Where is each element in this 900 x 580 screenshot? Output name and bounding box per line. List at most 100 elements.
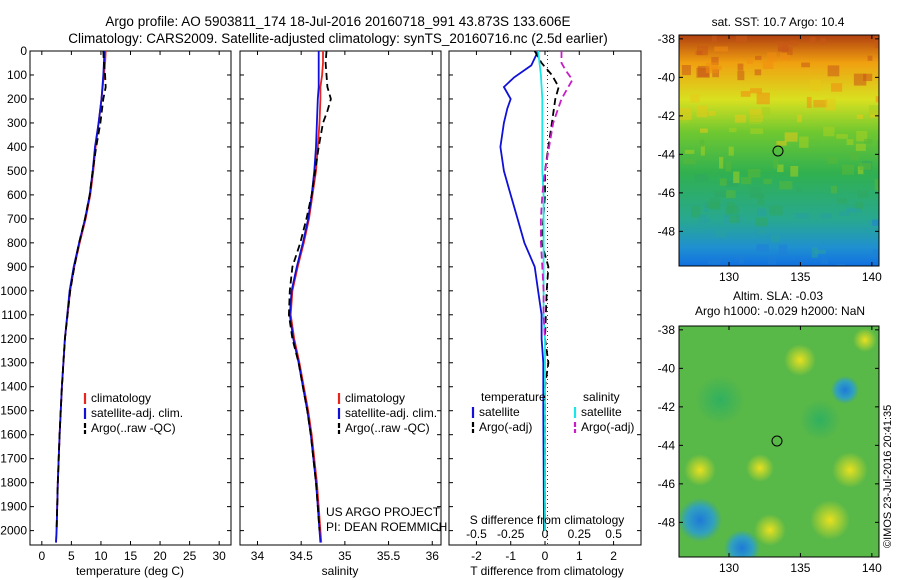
sst-texture-cell (735, 35, 748, 42)
sst-texture-cell (857, 190, 869, 198)
x-tick-label: 34.5 (289, 549, 313, 563)
sst-texture-cell (839, 211, 851, 217)
depth-tick-label: 1100 (1, 308, 27, 322)
sst-texture-cell (738, 254, 745, 264)
sla-texture-blob (754, 514, 786, 546)
sst-texture-cell (872, 249, 879, 259)
sst-texture-cell (863, 73, 873, 82)
lon-tick-label: 140 (862, 270, 882, 284)
sst-texture-cell (711, 35, 717, 43)
sst-texture-cell (809, 36, 816, 44)
lat-tick-label: -38 (658, 323, 676, 337)
sst-texture-cell (771, 234, 781, 243)
x2-tick-label: -0.5 (466, 527, 487, 541)
series-line-argo-raw-qc- (55, 51, 107, 531)
s-difference-label: S difference from climatology (470, 513, 625, 527)
sst-texture-cell (755, 217, 768, 227)
sst-texture-cell (856, 114, 864, 119)
depth-tick-label: 700 (7, 212, 27, 226)
sst-texture-cell (813, 99, 828, 108)
sst-texture-cell (778, 244, 788, 257)
sst-texture-cell (846, 139, 854, 146)
sst-texture-cell (711, 65, 722, 70)
salinity-panel: 34 34.5 35 35.5 36 salinity climatologysatel… (239, 50, 447, 578)
sst-texture-cell (749, 187, 762, 199)
depth-tick-label: 400 (7, 140, 27, 154)
depth-tick-label: 500 (7, 164, 27, 178)
sst-texture-cell (749, 109, 763, 119)
temperature-series (55, 51, 107, 543)
sst-texture-cell (740, 177, 752, 185)
legend-label: Argo(-adj) (581, 420, 634, 434)
legend-label: climatology (345, 391, 405, 405)
sla-texture-blob (684, 454, 716, 486)
series-line-argo-raw-qc- (287, 51, 332, 531)
sst-texture-cell (696, 105, 708, 118)
sst-texture-cell (740, 91, 751, 97)
x-tick-label: 35.5 (377, 549, 401, 563)
sst-texture-cell (877, 140, 879, 149)
argo-location-marker-sla (771, 435, 783, 447)
sst-texture-cell (695, 50, 703, 56)
lat-tick-label: -38 (658, 32, 676, 46)
sla-texture-blob (800, 400, 840, 440)
sst-texture-cell (767, 52, 777, 62)
x-tick-label: 15 (124, 549, 138, 563)
sla-texture-blob (746, 454, 774, 482)
x-tick-label: 0 (542, 549, 549, 563)
sst-texture-cell (750, 128, 764, 135)
lon-tick-label: 135 (790, 270, 810, 284)
lat-tick-label: -46 (658, 186, 676, 200)
sst-texture-cell (698, 214, 707, 226)
sst-texture-cell (795, 213, 809, 219)
figure-title-line2: Climatology: CARS2009. Satellite-adjuste… (68, 31, 608, 46)
lon-tick-label: 130 (719, 270, 739, 284)
sst-texture-cell (699, 139, 705, 147)
sst-texture-cell (799, 136, 809, 148)
lat-tick-label: -44 (658, 438, 676, 452)
legend-label: Argo(-adj) (479, 420, 532, 434)
sst-texture-cell (836, 134, 848, 139)
sst-texture-cell (780, 53, 791, 61)
sst-texture-cell (704, 218, 711, 223)
depth-tick-label: 200 (7, 92, 27, 106)
sst-texture-cell (747, 168, 761, 178)
sst-map-ticks: -38 -40 -42 -44 -46 -48 130 135 140 (658, 32, 883, 284)
sst-map: sat. SST: 10.7 Argo: 10.4 -38 -40 -42 -44 -4… (658, 15, 883, 284)
sst-texture-cell (796, 187, 802, 192)
argo-location-marker (772, 145, 784, 157)
depth-tick-label: 1800 (0, 476, 27, 490)
salinity-xlabel: salinity (322, 564, 359, 578)
sst-texture-cell (820, 213, 832, 219)
series-line-satellite (537, 51, 546, 531)
sst-texture-cell (681, 65, 691, 76)
sst-texture-cell (734, 114, 747, 123)
x2-tick-label: -0.25 (497, 527, 525, 541)
x-tick-label: 30 (212, 549, 226, 563)
lat-tick-label: -42 (658, 109, 676, 123)
sst-texture-cell (724, 226, 730, 232)
depth-tick-label: 1600 (0, 428, 27, 442)
t-difference-x-ticks: -2 -1 0 1 2 (471, 51, 617, 563)
sla-texture-blob (679, 498, 722, 542)
sst-texture-cell (694, 174, 709, 182)
sst-texture-cell (863, 138, 873, 144)
sla-texture-blob (696, 376, 744, 424)
sst-texture-cell (769, 205, 783, 216)
sla-map: Altim. SLA: -0.03 Argo h1000: -0.029 h20… (658, 289, 883, 575)
x-tick-label: 5 (68, 549, 75, 563)
t-difference-label: T difference from climatology (470, 564, 624, 578)
x-tick-label: 0 (38, 549, 45, 563)
imos-credit: ©IMOS 23-Jul-2016 20:41:35 (882, 405, 894, 548)
sst-texture-cell (723, 215, 730, 226)
sst-texture-cell (777, 41, 790, 52)
depth-tick-label: 2000 (0, 524, 27, 538)
x-tick-label: 25 (183, 549, 197, 563)
sst-texture-cell (737, 71, 745, 81)
sst-texture-cell (684, 149, 695, 154)
depth-tick-label: 1400 (0, 380, 27, 394)
sst-texture-cell (868, 220, 874, 227)
sst-texture-cell (836, 263, 846, 266)
sst-texture-cell (875, 96, 879, 103)
